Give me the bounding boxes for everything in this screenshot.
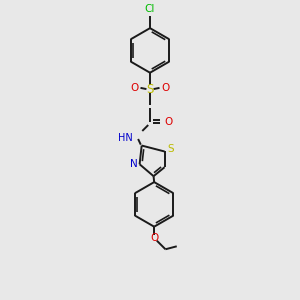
Text: O: O [165,117,173,127]
Text: S: S [167,143,174,154]
Text: HN: HN [118,133,133,142]
Text: S: S [146,82,154,96]
Text: N: N [130,159,138,169]
Text: O: O [130,83,138,93]
Text: Cl: Cl [145,4,155,14]
Text: O: O [150,233,158,243]
Text: O: O [162,83,170,93]
